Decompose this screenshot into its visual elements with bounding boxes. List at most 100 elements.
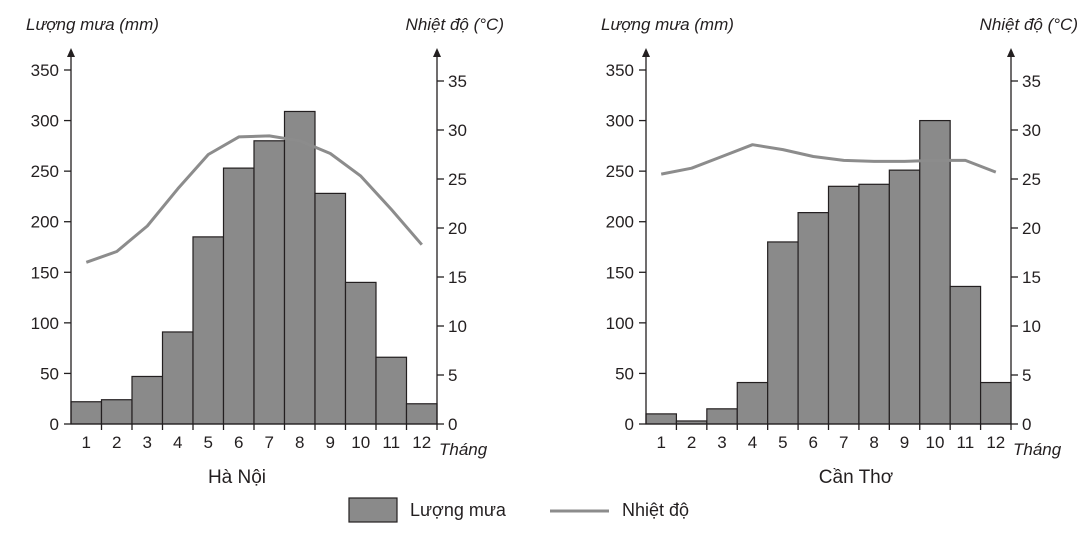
hanoi-right-tick-label: 10 xyxy=(448,317,467,336)
hanoi-left-tick-label: 0 xyxy=(50,415,59,434)
hanoi-rain-bar-9 xyxy=(314,192,347,425)
hanoi-right-tick-label: 15 xyxy=(448,268,467,287)
hanoi-rain-bar-6 xyxy=(222,167,255,425)
hanoi-x-tick-label: 12 xyxy=(412,433,431,452)
hanoi-left-tick-label: 250 xyxy=(31,162,59,181)
hanoi-left-tick-label: 350 xyxy=(31,61,59,80)
hanoi-x-tick-label: 8 xyxy=(295,433,304,452)
cantho-rain-bar-9 xyxy=(888,169,921,425)
hanoi-left-axis-title: Lượng mưa (mm) xyxy=(26,15,159,34)
cantho-x-tick-label: 5 xyxy=(778,433,787,452)
cantho-rain-bar-10 xyxy=(919,119,951,425)
cantho-rain-bar-11 xyxy=(949,285,982,425)
hanoi-rain-bar-3 xyxy=(131,375,164,425)
cantho-right-tick-label: 10 xyxy=(1022,317,1041,336)
cantho-left-tick-label: 150 xyxy=(606,263,634,282)
cantho-left-tick-label: 50 xyxy=(615,364,634,383)
hanoi-left-tick-label: 100 xyxy=(31,314,59,333)
hanoi-rain-bar-4 xyxy=(161,331,194,425)
hanoi-rain-bar-1 xyxy=(70,401,103,425)
hanoi-x-tick-label: 7 xyxy=(265,433,274,452)
hanoi-x-tick-label: 2 xyxy=(112,433,121,452)
hanoi-x-tick-label: 1 xyxy=(82,433,91,452)
cantho-right-tick-label: 30 xyxy=(1022,121,1041,140)
hanoi-right-tick-label: 20 xyxy=(448,219,467,238)
hanoi-left-tick-label: 50 xyxy=(40,364,59,383)
cantho-x-tick-label: 1 xyxy=(656,433,665,452)
hanoi-rain-bar-2 xyxy=(100,399,133,425)
hanoi-right-tick-label: 30 xyxy=(448,121,467,140)
cantho-right-tick-label: 15 xyxy=(1022,268,1041,287)
cantho-left-tick-label: 300 xyxy=(606,112,634,131)
cantho-right-tick-label: 0 xyxy=(1022,415,1031,434)
hanoi-x-tick-label: 11 xyxy=(382,433,400,452)
cantho-left-axis-arrow xyxy=(642,48,650,57)
cantho-right-axis-title: Nhiệt độ (°C) xyxy=(980,15,1078,34)
hanoi-x-tick-label: 10 xyxy=(351,433,370,452)
hanoi-right-axis-title: Nhiệt độ (°C) xyxy=(406,15,504,34)
hanoi-right-tick-label: 5 xyxy=(448,366,457,385)
hanoi-rain-bar-8 xyxy=(283,110,316,425)
cantho-x-tick-label: 12 xyxy=(986,433,1005,452)
cantho-left-tick-label: 100 xyxy=(606,314,634,333)
cantho-x-tick-label: 10 xyxy=(925,433,944,452)
hanoi-x-tick-label: 4 xyxy=(173,433,182,452)
cantho-x-tick-label: 9 xyxy=(900,433,909,452)
hanoi-x-tick-label: 6 xyxy=(234,433,243,452)
cantho-x-tick-label: 7 xyxy=(839,433,848,452)
cantho-rain-bar-4 xyxy=(736,381,769,425)
cantho-left-tick-label: 200 xyxy=(606,213,634,232)
hanoi-rain-bar-7 xyxy=(253,140,286,425)
legend: Lượng mưa Nhiệt độ xyxy=(348,497,689,523)
cantho-left-tick-label: 250 xyxy=(606,162,634,181)
hanoi-rain-bar-12 xyxy=(405,403,438,425)
cantho-rain-bar-5 xyxy=(767,241,799,425)
cantho-rain-bar-1 xyxy=(645,413,678,425)
cantho-rain-bar-6 xyxy=(797,212,830,425)
cantho-temp-line xyxy=(660,143,997,176)
hanoi-temp-line xyxy=(85,134,423,264)
cantho-right-axis-arrow xyxy=(1007,48,1015,57)
cantho-left-tick-label: 350 xyxy=(606,61,634,80)
cantho-left-tick-label: 0 xyxy=(625,415,634,434)
legend-line-label: Nhiệt độ xyxy=(622,500,689,520)
cantho-rain-bar-3 xyxy=(706,408,738,425)
cantho-x-tick-label: 3 xyxy=(717,433,726,452)
cantho-city-label: Cần Thơ xyxy=(819,467,893,488)
hanoi-left-tick-label: 200 xyxy=(31,213,59,232)
cantho-x-axis-title: Tháng xyxy=(1013,440,1062,459)
hanoi-rain-bar-10 xyxy=(344,281,377,425)
cantho-x-tick-label: 6 xyxy=(809,433,818,452)
cantho-right-tick-label: 25 xyxy=(1022,170,1041,189)
hanoi-right-tick-label: 25 xyxy=(448,170,467,189)
hanoi-x-tick-label: 5 xyxy=(204,433,213,452)
hanoi-right-tick-label: 35 xyxy=(448,72,467,91)
hanoi-left-tick-label: 300 xyxy=(31,112,59,131)
cantho-left-axis-title: Lượng mưa (mm) xyxy=(601,15,734,34)
cantho-right-tick-label: 20 xyxy=(1022,219,1041,238)
hanoi-x-tick-label: 9 xyxy=(326,433,335,452)
hanoi-city-label: Hà Nội xyxy=(208,467,266,488)
hanoi-rain-bar-11 xyxy=(375,356,408,425)
cantho-rain-bar-12 xyxy=(979,381,1012,425)
legend-bar-swatch xyxy=(348,497,398,523)
hanoi-left-axis-arrow xyxy=(67,48,75,57)
hanoi-x-axis-title: Tháng xyxy=(439,440,488,459)
hanoi-right-axis-arrow xyxy=(433,48,441,57)
legend-bar-label: Lượng mưa xyxy=(410,500,507,520)
cantho-x-tick-label: 8 xyxy=(869,433,878,452)
hanoi-x-tick-label: 3 xyxy=(143,433,152,452)
hanoi-left-tick-label: 150 xyxy=(31,263,59,282)
cantho-rain-bar-8 xyxy=(858,183,890,425)
hanoi-right-tick-label: 0 xyxy=(448,415,457,434)
cantho-rain-bar-7 xyxy=(827,185,860,425)
cantho-x-tick-label: 4 xyxy=(748,433,757,452)
cantho-x-tick-label: 11 xyxy=(957,433,975,452)
cantho-x-tick-label: 2 xyxy=(687,433,696,452)
cantho-right-tick-label: 5 xyxy=(1022,366,1031,385)
hanoi-rain-bar-5 xyxy=(192,236,225,425)
cantho-right-tick-label: 35 xyxy=(1022,72,1041,91)
